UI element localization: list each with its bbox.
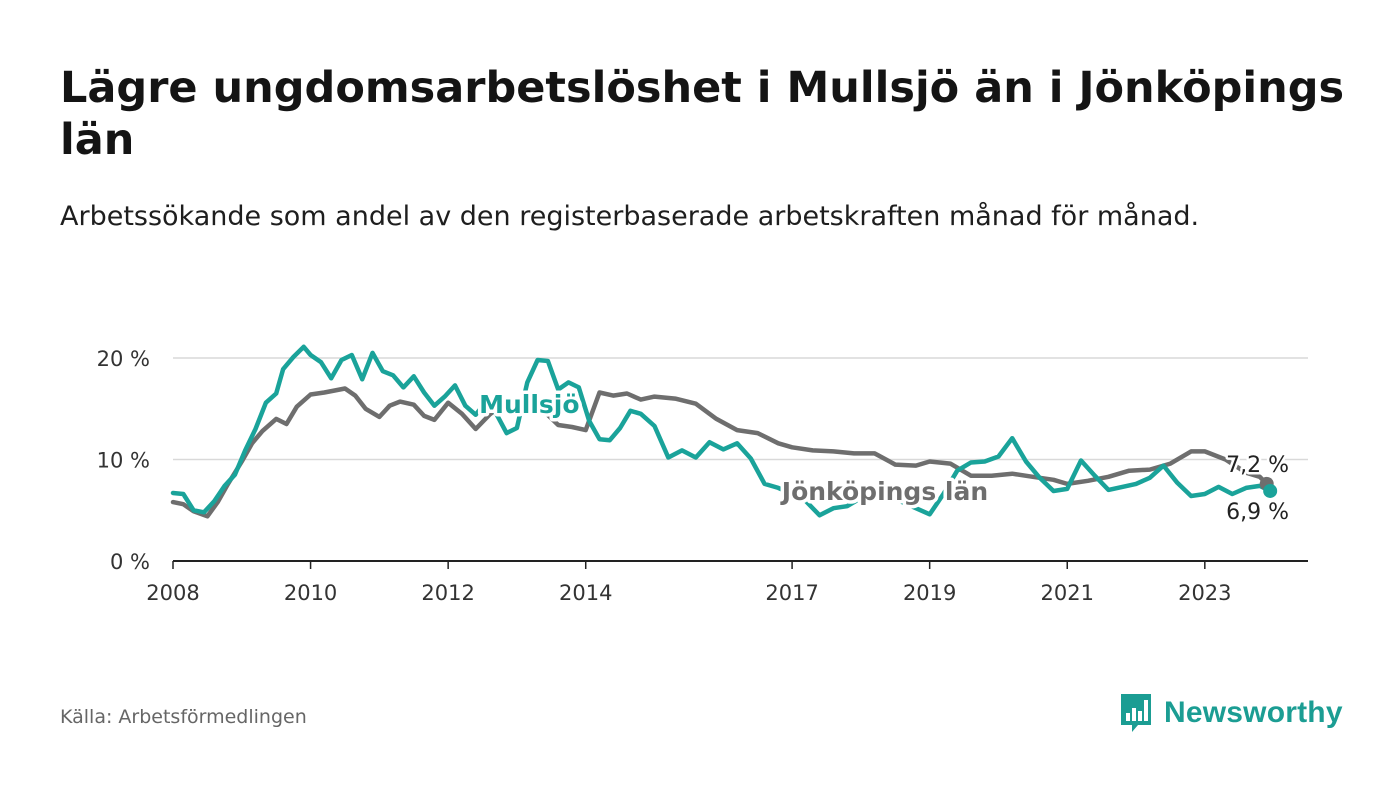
series-lines (170, 344, 1278, 519)
x-tick-label: 2008 (146, 581, 199, 605)
gridlines (173, 357, 1308, 461)
x-tick-label: 2021 (1041, 581, 1094, 605)
end-marker-mullsjo (1263, 483, 1278, 498)
x-tick-label: 2023 (1178, 581, 1231, 605)
newsworthy-logo[interactable]: Newsworthy (1118, 690, 1343, 736)
newsworthy-bars-icon (1121, 694, 1151, 732)
chart-subtitle: Arbetssökande som andel av den registerb… (60, 201, 1200, 232)
x-tick-label: 2012 (421, 581, 474, 605)
series-line-lan (170, 386, 1269, 519)
x-tick-label: 2014 (559, 581, 612, 605)
x-tick-label: 2017 (765, 581, 818, 605)
source-note: Källa: Arbetsförmedlingen (60, 706, 307, 728)
y-tick-label: 10 % (97, 449, 150, 473)
end-value-jonkopings-lan: 7,2 % (1226, 453, 1289, 478)
series-line-mullsjo (170, 344, 1273, 518)
y-axis-tick-labels: 0 % 10 % 20 % (97, 347, 150, 574)
brand-name: Newsworthy (1164, 696, 1343, 729)
y-tick-label: 0 % (110, 550, 150, 574)
x-axis-ticks: 2008 2010 2012 2014 2017 2019 2021 2023 (146, 561, 1232, 605)
label-mullsjo: Mullsjö (479, 390, 579, 419)
chart-title: Lägre ungdomsarbetslöshet i Mullsjö än i… (60, 63, 1345, 165)
label-jonkopings-lan: Jönköpings län (780, 477, 988, 506)
x-tick-label: 2010 (284, 581, 337, 605)
end-value-mullsjo: 6,9 % (1226, 500, 1289, 525)
x-tick-label: 2019 (903, 581, 956, 605)
series-labels: Mullsjö Jönköpings län 7,2 % 6,9 % (476, 386, 1292, 527)
y-tick-label: 20 % (97, 347, 150, 371)
